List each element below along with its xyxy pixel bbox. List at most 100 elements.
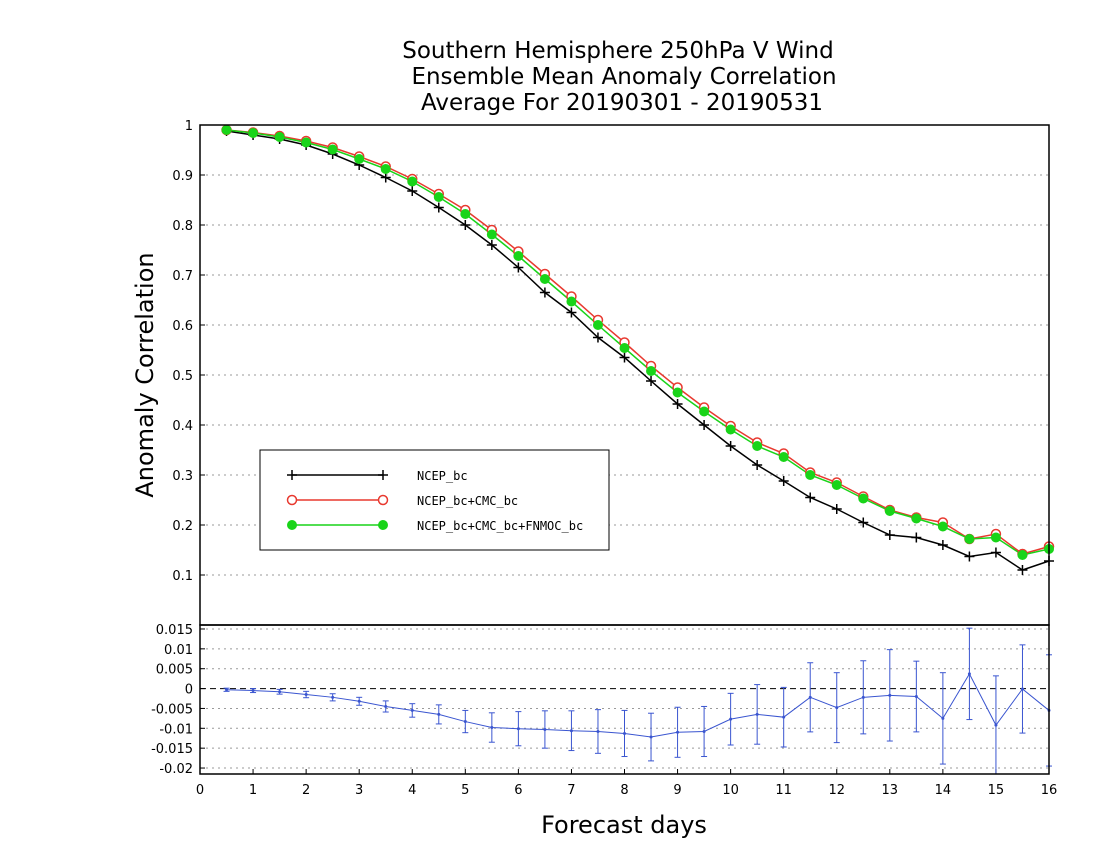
- difference-point: [410, 708, 414, 712]
- data-point-ncep-cmc-fnmoc: [433, 192, 444, 202]
- data-point-ncep-cmc-fnmoc: [221, 125, 232, 135]
- y-tick-label: 1: [185, 119, 193, 134]
- data-point-ncep-cmc-fnmoc: [805, 470, 816, 480]
- data-point-ncep-bc: [725, 441, 736, 451]
- legend-entry-ncep-cmc: NCEP_bc+CMC_bc: [286, 494, 518, 508]
- y-tick-label: 0.9: [172, 169, 193, 184]
- difference-point: [516, 727, 520, 731]
- difference-point: [490, 726, 494, 730]
- y-axis-label: Anomaly Correlation: [131, 252, 159, 497]
- difference-point: [251, 689, 255, 693]
- data-point-ncep-bc: [646, 376, 657, 386]
- data-point-ncep-cmc-fnmoc: [937, 521, 948, 532]
- data-point-ncep-cmc-fnmoc: [486, 229, 497, 240]
- bottom-panel-grid: [200, 628, 1049, 769]
- data-point-ncep-bc: [433, 202, 444, 213]
- x-axis-label: Forecast days: [541, 811, 707, 839]
- difference-point: [596, 729, 600, 733]
- bottom-panel-y-ticks: -0.02 -0.015 -0.01 -0.005 0 0.005 0.01 0.015: [151, 623, 205, 777]
- x-tick-label: 5: [461, 783, 469, 798]
- data-point-ncep-cmc-fnmoc: [672, 387, 683, 398]
- x-tick-label: 6: [514, 783, 522, 798]
- data-point-ncep-bc: [699, 420, 710, 430]
- x-tick-label: 11: [775, 783, 792, 798]
- chart-title-line-1: Southern Hemisphere 250hPa V Wind: [402, 38, 833, 64]
- bottom-panel-frame: [199, 624, 1050, 775]
- x-tick-label: 14: [935, 783, 952, 798]
- y-tick-label: 0.5: [172, 369, 193, 384]
- data-point-ncep-bc: [672, 399, 683, 409]
- data-point-ncep-bc: [619, 352, 630, 363]
- legend-entry-ncep-bc: NCEP_bc: [287, 469, 468, 483]
- data-point-ncep-cmc-fnmoc: [964, 534, 975, 544]
- y-tick-label: 0.2: [172, 519, 193, 534]
- data-point-ncep-cmc-fnmoc: [831, 480, 842, 490]
- x-tick-label: 0: [196, 783, 204, 798]
- legend-marker-open-circle: [286, 494, 298, 506]
- data-point-ncep-cmc-fnmoc: [248, 128, 259, 138]
- x-tick-label: 15: [988, 783, 1005, 798]
- difference-point: [782, 715, 786, 719]
- data-point-ncep-cmc-fnmoc: [884, 506, 895, 516]
- data-point-ncep-cmc-fnmoc: [566, 296, 577, 307]
- difference-point: [861, 695, 865, 699]
- data-point-ncep-cmc-fnmoc: [911, 513, 922, 524]
- data-point-ncep-cmc-fnmoc: [699, 406, 710, 417]
- data-point-ncep-cmc-fnmoc: [1017, 550, 1028, 560]
- data-point-ncep-cmc-fnmoc: [539, 274, 550, 284]
- data-point-ncep-bc: [1017, 565, 1028, 575]
- y-tick-label: 0.4: [172, 419, 193, 434]
- data-point-ncep-bc: [752, 460, 763, 470]
- legend-label-ncep-bc: NCEP_bc: [417, 469, 468, 483]
- data-point-ncep-cmc-fnmoc: [274, 132, 285, 142]
- difference-series: [223, 627, 1052, 775]
- chart-title-line-3: Average For 20190301 - 20190531: [421, 90, 823, 116]
- legend-marker-open-circle: [377, 494, 389, 506]
- legend-label-ncep-cmc-fnmoc: NCEP_bc+CMC_bc+FNMOC_bc: [417, 519, 583, 533]
- y-tick-label: 0.005: [156, 663, 193, 678]
- difference-point: [384, 704, 388, 708]
- x-tick-label: 7: [567, 783, 575, 798]
- y-tick-label: 0.6: [172, 319, 193, 334]
- data-point-ncep-bc: [380, 172, 391, 183]
- legend-entry-ncep-cmc-fnmoc: NCEP_bc+CMC_bc+FNMOC_bc: [287, 519, 583, 533]
- data-point-ncep-bc: [911, 532, 922, 543]
- difference-point: [278, 690, 282, 694]
- data-point-ncep-cmc-fnmoc: [301, 137, 312, 148]
- x-tick-label: 9: [673, 783, 681, 798]
- difference-point: [437, 712, 441, 716]
- data-point-ncep-cmc-fnmoc: [407, 176, 418, 187]
- data-point-ncep-bc: [513, 262, 524, 273]
- difference-line: [226, 672, 1050, 738]
- difference-point: [649, 735, 653, 739]
- data-point-ncep-bc: [990, 547, 1001, 558]
- difference-point: [225, 688, 229, 692]
- x-tick-label: 10: [722, 783, 739, 798]
- data-point-ncep-bc: [407, 186, 418, 196]
- y-tick-label: -0.01: [159, 722, 193, 737]
- chart-title: Southern Hemisphere 250hPa V Wind Ensemb…: [402, 38, 836, 116]
- difference-point: [543, 727, 547, 731]
- data-point-ncep-cmc-fnmoc: [725, 424, 736, 435]
- data-point-ncep-cmc-fnmoc: [752, 441, 763, 451]
- top-panel-y-ticks: 0.1 0.2 0.3 0.4 0.5 0.6 0.7 0.8 0.9 1: [172, 119, 205, 584]
- data-point-ncep-bc: [884, 530, 895, 540]
- x-tick-label: 12: [828, 783, 845, 798]
- data-point-ncep-cmc-fnmoc: [592, 320, 603, 330]
- y-tick-label: -0.02: [159, 762, 193, 777]
- data-point-ncep-bc: [460, 220, 471, 230]
- difference-point: [914, 695, 918, 699]
- difference-point: [702, 729, 706, 733]
- data-point-ncep-cmc-fnmoc: [513, 251, 524, 261]
- data-point-ncep-bc: [566, 307, 577, 318]
- difference-point: [357, 699, 361, 703]
- data-point-ncep-cmc-fnmoc: [778, 452, 789, 462]
- data-point-ncep-cmc-fnmoc: [858, 493, 869, 504]
- difference-point: [994, 723, 998, 727]
- y-tick-label: 0.015: [156, 623, 193, 638]
- x-tick-label: 1: [249, 783, 257, 798]
- x-tick-label: 13: [882, 783, 899, 798]
- difference-point: [808, 695, 812, 699]
- x-tick-label: 4: [408, 783, 416, 798]
